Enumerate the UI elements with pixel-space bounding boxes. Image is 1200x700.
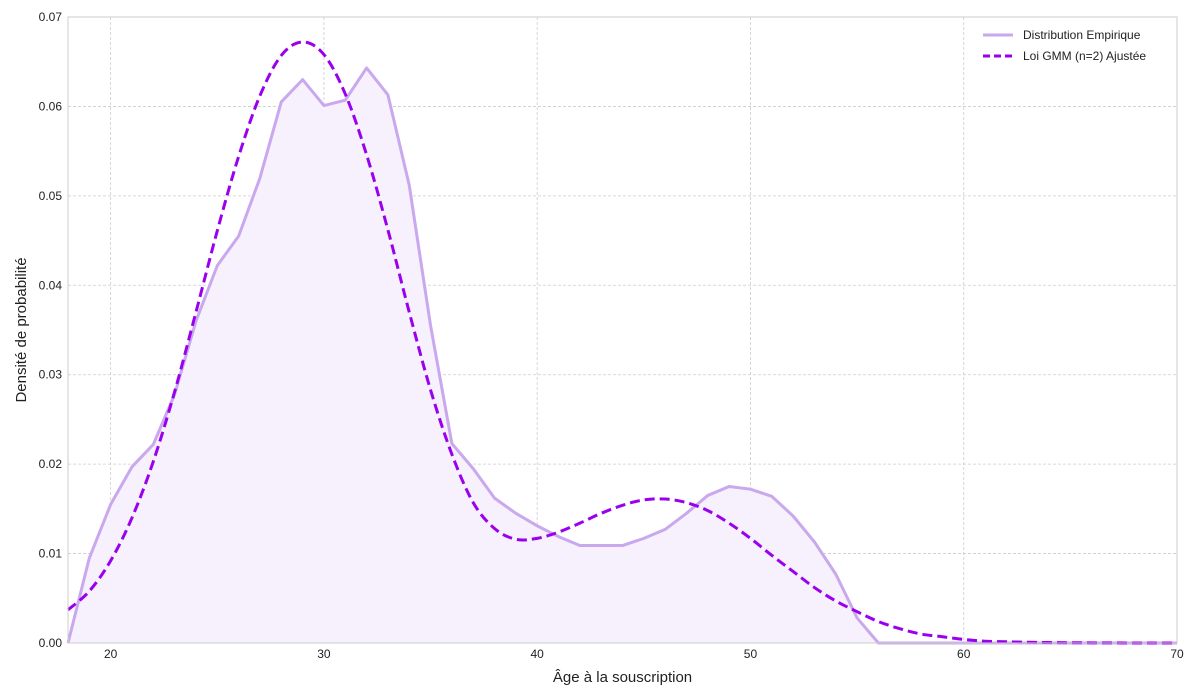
y-tick-label: 0.06	[39, 99, 63, 113]
legend-box	[975, 22, 1173, 68]
plot-area	[66, 40, 1177, 645]
y-axis-ticks: 0.00 0.01 0.02 0.03 0.04 0.05 0.06 0.07	[39, 10, 63, 650]
area-empirical	[68, 67, 1177, 643]
x-tick-label: 40	[531, 647, 545, 661]
x-tick-label: 70	[1170, 647, 1184, 661]
x-axis-ticks: 20 30 40 50 60 70	[104, 647, 1184, 661]
legend-label-empirical: Distribution Empirique	[1023, 28, 1141, 42]
y-tick-label: 0.05	[39, 189, 63, 203]
x-tick-label: 60	[957, 647, 971, 661]
y-tick-label: 0.04	[39, 278, 63, 292]
x-axis-label: Âge à la souscription	[553, 669, 692, 686]
y-tick-label: 0.01	[39, 547, 63, 561]
plot-frame	[67, 16, 1178, 644]
x-tick-label: 50	[744, 647, 758, 661]
x-tick-label: 20	[104, 647, 118, 661]
y-tick-label: 0.03	[39, 368, 63, 382]
legend-label-gmm: Loi GMM (n=2) Ajustée	[1023, 49, 1146, 63]
legend: Distribution Empirique Loi GMM (n=2) Aju…	[975, 22, 1173, 68]
series-line-gmm	[67, 40, 1177, 645]
y-tick-label: 0.07	[39, 10, 63, 24]
y-axis-label: Densité de probabilité	[13, 257, 30, 402]
x-tick-label: 30	[317, 647, 331, 661]
y-tick-label: 0.02	[39, 457, 63, 471]
y-tick-label: 0.00	[39, 636, 63, 650]
